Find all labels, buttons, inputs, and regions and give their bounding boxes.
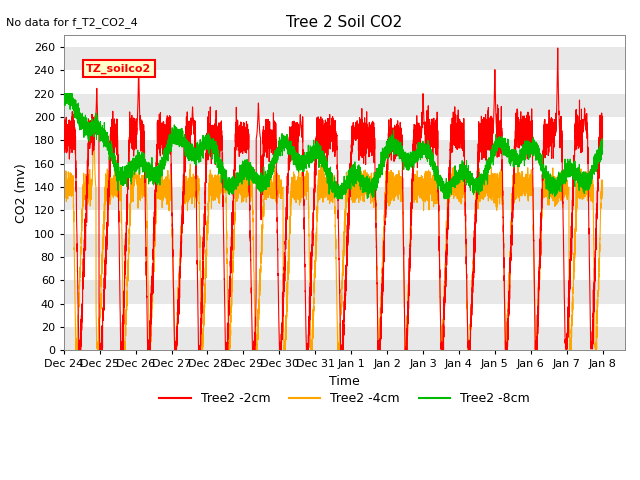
- Title: Tree 2 Soil CO2: Tree 2 Soil CO2: [286, 15, 403, 30]
- Text: TZ_soilco2: TZ_soilco2: [86, 63, 152, 73]
- Text: No data for f_T2_CO2_4: No data for f_T2_CO2_4: [6, 17, 138, 28]
- Bar: [64, 187, 625, 210]
- Bar: [64, 280, 625, 304]
- Bar: [64, 234, 625, 257]
- Bar: [64, 47, 625, 71]
- Legend: Tree2 -2cm, Tree2 -4cm, Tree2 -8cm: Tree2 -2cm, Tree2 -4cm, Tree2 -8cm: [154, 387, 534, 410]
- Bar: [64, 140, 625, 164]
- Y-axis label: CO2 (mv): CO2 (mv): [15, 163, 28, 223]
- Bar: [64, 94, 625, 117]
- Bar: [64, 327, 625, 350]
- X-axis label: Time: Time: [329, 375, 360, 388]
